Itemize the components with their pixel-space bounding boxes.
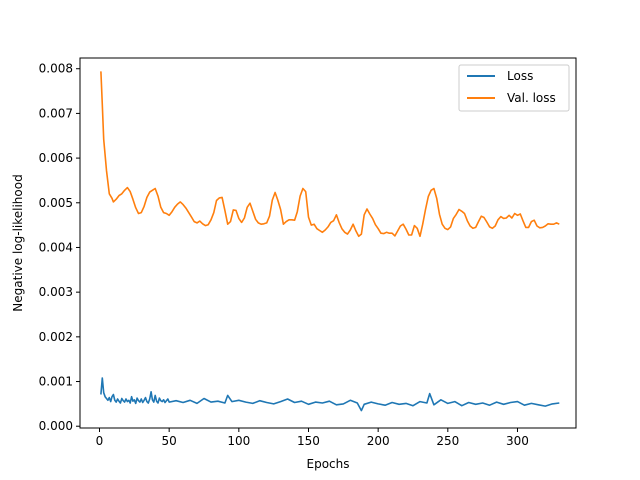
x-tick-label: 0 xyxy=(96,434,104,448)
legend-label-loss: Loss xyxy=(507,69,533,83)
series-line-val-loss xyxy=(100,71,560,238)
x-tick-label: 200 xyxy=(367,434,390,448)
plot-frame xyxy=(79,57,577,429)
series-line-loss xyxy=(100,377,560,412)
x-axis: 0 50 100 150 200 250 300 xyxy=(96,428,529,448)
x-tick-label: 150 xyxy=(297,434,320,448)
series-layer xyxy=(100,71,560,412)
x-tick-label: 100 xyxy=(227,434,250,448)
x-tick-label: 250 xyxy=(436,434,459,448)
x-tick-label: 300 xyxy=(506,434,529,448)
legend-label-val-loss: Val. loss xyxy=(507,91,556,105)
y-tick-label: 0.005 xyxy=(39,196,73,210)
y-tick-label: 0.008 xyxy=(39,62,73,76)
plot-background xyxy=(80,58,576,428)
y-tick-label: 0.001 xyxy=(39,375,73,389)
y-tick-label: 0.004 xyxy=(39,240,73,254)
y-axis-label: Negative log-likelihood xyxy=(11,174,25,311)
y-tick-label: 0.007 xyxy=(39,106,73,120)
legend: Loss Val. loss xyxy=(458,64,570,112)
y-tick-label: 0.006 xyxy=(39,151,73,165)
y-tick-label: 0.002 xyxy=(39,330,73,344)
x-axis-label: Epochs xyxy=(307,457,350,471)
x-tick-label: 50 xyxy=(162,434,177,448)
y-tick-label: 0.003 xyxy=(39,285,73,299)
y-tick-label: 0.000 xyxy=(39,419,73,433)
y-axis: 0.000 0.001 0.002 0.003 0.004 0.005 0.006 0.007… xyxy=(39,62,80,433)
